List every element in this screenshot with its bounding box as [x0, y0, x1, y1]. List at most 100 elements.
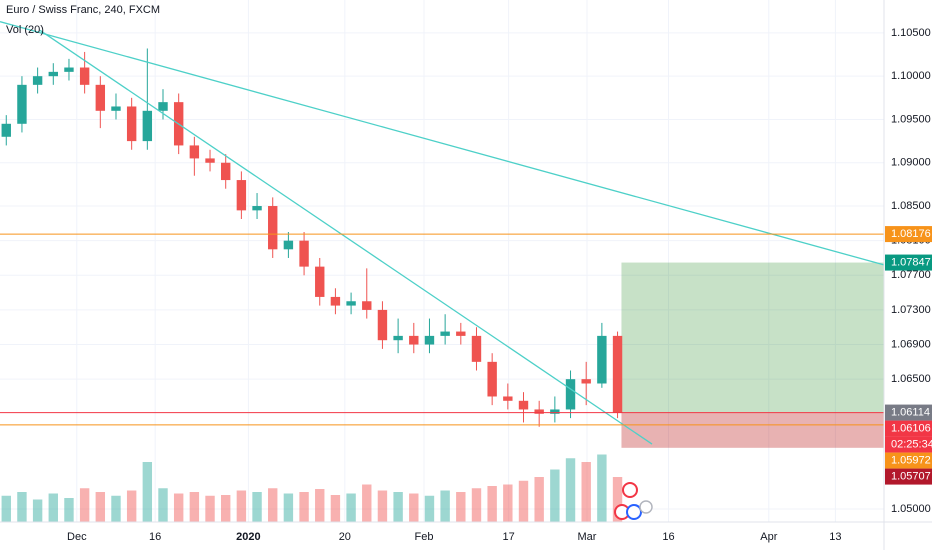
y-tick-label: 1.09000	[891, 157, 931, 169]
countdown-badge	[885, 436, 932, 453]
trend-line	[39, 29, 653, 445]
candle-body	[79, 67, 90, 85]
volume-bar	[236, 490, 247, 522]
volume-bar	[377, 490, 388, 522]
volume-bar	[64, 498, 74, 522]
candle-body	[315, 266, 325, 297]
volume-bar	[581, 462, 591, 522]
volume-bar	[550, 469, 560, 522]
volume-bar	[189, 492, 200, 522]
volume-bar	[283, 493, 294, 522]
y-tick-label: 1.08500	[891, 200, 931, 212]
volume-bar	[299, 492, 309, 522]
volume-bar	[612, 477, 623, 522]
volume-bar	[393, 492, 403, 522]
x-tick-label: 2020	[236, 531, 260, 543]
y-tick-label: 1.10500	[891, 27, 931, 39]
candle-body	[330, 296, 341, 306]
candle-body	[534, 409, 544, 414]
candle-body	[362, 301, 372, 310]
candle-body	[1, 123, 11, 137]
candle-body	[377, 309, 388, 341]
candle-body	[205, 158, 215, 163]
candle-body	[126, 106, 137, 142]
candle-body	[17, 84, 27, 124]
candle-body	[487, 361, 497, 397]
event-icon[interactable]	[639, 500, 653, 514]
volume-bar	[518, 480, 529, 522]
price-badge-label: 1.07847	[891, 256, 931, 268]
candle-body	[189, 145, 200, 159]
volume-bar	[424, 495, 435, 522]
x-tick-label: 17	[502, 531, 514, 543]
volume-bar	[346, 493, 356, 522]
volume-bar	[111, 495, 121, 522]
candle-body	[236, 180, 247, 211]
x-tick-label: 20	[339, 531, 351, 543]
volume-bar	[32, 499, 43, 522]
x-tick-label: Mar	[578, 531, 597, 543]
candle-body	[299, 240, 309, 267]
volume-bar	[17, 492, 27, 522]
candle-body	[518, 400, 529, 410]
volume-bar	[534, 477, 544, 522]
volume-bar	[158, 488, 168, 522]
candle-body	[424, 335, 435, 345]
price-badge-label: 1.08176	[891, 228, 931, 240]
candle-body	[503, 396, 513, 401]
volume-bar	[48, 493, 58, 522]
x-tick-label: Feb	[414, 531, 433, 543]
x-tick-label: Apr	[760, 531, 777, 543]
volume-bar	[565, 458, 576, 522]
volume-bar	[221, 495, 231, 522]
volume-bar	[440, 490, 450, 522]
candle-body	[550, 409, 560, 414]
price-badge	[885, 254, 932, 271]
y-tick-label: 1.07700	[891, 269, 931, 281]
price-badge	[885, 226, 932, 243]
candle-body	[221, 162, 231, 181]
candle-body	[409, 335, 419, 345]
candle-body	[456, 331, 466, 336]
volume-bar	[597, 454, 607, 522]
candle-body	[111, 106, 121, 111]
price-badge	[885, 468, 932, 485]
x-tick-label: Dec	[67, 531, 87, 543]
candle-body	[597, 335, 607, 384]
axis-layer: 1.10500 1.10000 1.09500 1.09000 1.08500 1.081…	[67, 27, 932, 543]
y-tick-label: 1.06900	[891, 338, 931, 350]
candle-body	[393, 335, 403, 341]
x-tick-label: 16	[149, 531, 161, 543]
event-icon[interactable]	[622, 482, 638, 498]
volume-bar	[142, 462, 153, 522]
price-badge-label: 1.05972	[891, 454, 931, 466]
volume-bar	[487, 486, 497, 522]
volume-bar	[79, 488, 90, 522]
volume-bar	[95, 492, 106, 522]
y-tick-label: 1.10000	[891, 70, 931, 82]
y-tick-label: 1.06500	[891, 373, 931, 385]
volume-bar	[205, 495, 215, 522]
candle-body	[346, 301, 356, 306]
volume-bar	[173, 493, 184, 522]
volume-bar	[362, 484, 372, 522]
candle-body	[95, 84, 106, 111]
position-loss-zone	[621, 412, 884, 448]
position-profit-zone	[621, 262, 884, 413]
y-tick-label: 1.07300	[891, 304, 931, 316]
event-icon[interactable]	[626, 504, 642, 520]
candle-body	[440, 331, 450, 336]
volume-bar	[330, 495, 341, 522]
chart-title: Euro / Swiss Franc, 240, FXCM	[6, 4, 160, 16]
candle-body	[581, 379, 591, 384]
plot-layer	[0, 21, 885, 522]
candle-body	[268, 206, 278, 250]
price-badge-label: 1.05707	[891, 470, 931, 482]
volume-bar	[409, 493, 419, 522]
trend-line	[0, 21, 885, 266]
volume-bar	[315, 489, 325, 522]
indicator-label: Vol (20)	[6, 24, 44, 36]
candle-body	[142, 110, 153, 142]
countdown-label: 02:25:34	[891, 438, 932, 450]
volume-bar	[503, 484, 513, 522]
